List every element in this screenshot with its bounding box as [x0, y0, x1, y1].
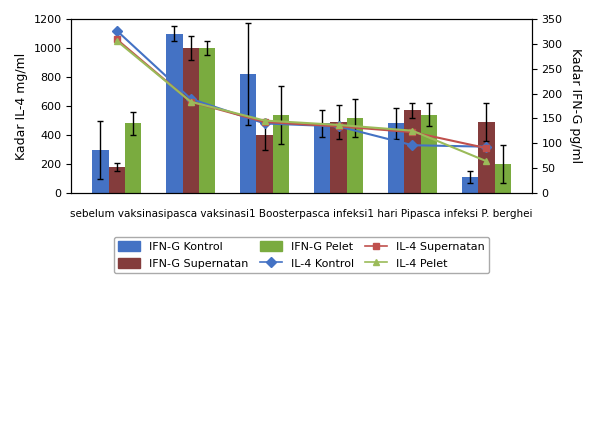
Bar	[388, 123, 404, 193]
Legend: IFN-G Kontrol, IFN-G Supernatan, IFN-G Pelet, IL-4 Kontrol, IL-4 Supernatan, IL-: IFN-G Kontrol, IFN-G Supernatan, IFN-G P…	[113, 237, 490, 273]
Bar	[93, 150, 109, 193]
Bar	[462, 177, 478, 193]
Bar	[404, 111, 421, 193]
Text: sebelum vaksinasipasca vaksinasi1 Boosterpasca infeksi1 hari Pipasca infeksi P. : sebelum vaksinasipasca vaksinasi1 Booste…	[70, 209, 533, 219]
Bar	[257, 135, 273, 193]
Y-axis label: Kadar IL-4 mg/ml: Kadar IL-4 mg/ml	[15, 52, 28, 160]
Bar	[330, 122, 347, 193]
Bar	[125, 123, 141, 193]
Bar	[109, 167, 125, 193]
Y-axis label: Kadar IFN-G pg/ml: Kadar IFN-G pg/ml	[569, 49, 582, 163]
Bar	[494, 164, 511, 193]
Bar	[199, 48, 215, 193]
Bar	[314, 123, 330, 193]
Bar	[273, 115, 289, 193]
Bar	[166, 34, 183, 193]
Bar	[183, 48, 199, 193]
Bar	[478, 122, 494, 193]
Bar	[347, 118, 363, 193]
Bar	[421, 115, 437, 193]
Bar	[240, 74, 257, 193]
